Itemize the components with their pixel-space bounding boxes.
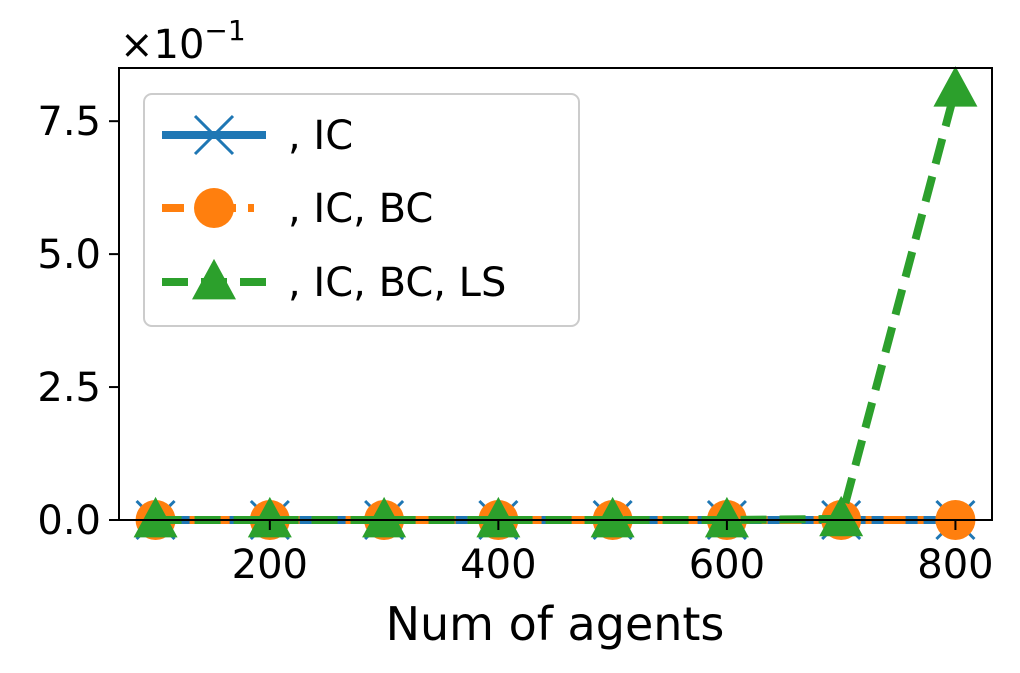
x-tick-label: 600 (689, 542, 765, 588)
x-axis-title: Num of agents (386, 597, 725, 651)
x-tick-label: 400 (460, 542, 536, 588)
legend-entry: , IC, BC (162, 186, 433, 232)
y-offset-base: ×10 (120, 22, 204, 68)
x-tick-label: 800 (917, 542, 993, 588)
legend-frame (143, 93, 580, 327)
y-axis-offset-label: ×10−1 (120, 14, 246, 68)
x-tick-label: 200 (232, 542, 308, 588)
y-tick-label: 2.5 (37, 365, 101, 411)
data-point (933, 66, 978, 107)
plot-frame (118, 67, 993, 521)
y-tick-label: 0.0 (37, 498, 101, 544)
data-point (247, 496, 292, 538)
y-offset-exponent: −1 (204, 14, 245, 47)
data-point (590, 496, 635, 538)
legend-label: , IC, BC, LS (288, 260, 506, 306)
data-point (704, 496, 749, 538)
y-tick-label: 7.5 (37, 99, 101, 145)
data-point (476, 496, 521, 538)
legend-entries: , IC , IC, BC , IC, BC, LS (162, 113, 506, 306)
legend-marker (192, 258, 236, 300)
y-tick-label: 5.0 (37, 232, 101, 278)
legend-marker (194, 188, 234, 228)
x-axis: 200 400 600 800 (232, 520, 994, 588)
legend: , IC , IC, BC , IC, BC, LS (143, 93, 580, 327)
data-point (133, 496, 178, 538)
legend-label: , IC, BC (288, 186, 433, 232)
y-axis: 0.0 2.5 5.0 7.5 (37, 99, 119, 544)
legend-entry: , IC, BC, LS (162, 258, 506, 306)
legend-label: , IC (288, 113, 353, 159)
data-point (362, 496, 407, 538)
data-point (819, 495, 864, 537)
legend-entry: , IC (162, 113, 353, 159)
legend-marker (193, 114, 235, 156)
